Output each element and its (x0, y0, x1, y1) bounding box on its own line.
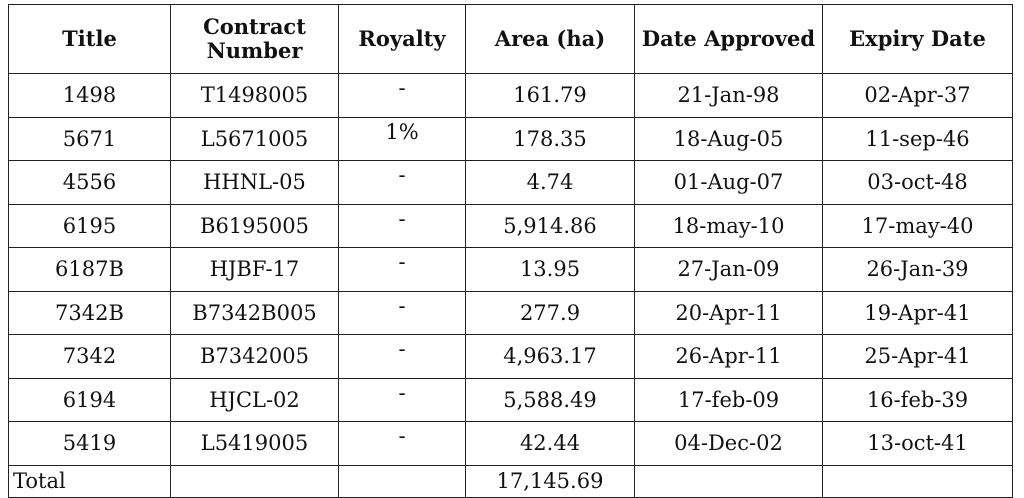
cell-area: 4.74 (465, 160, 635, 205)
total-expiry-date-empty (822, 464, 1013, 498)
cell-area: 5,914.86 (465, 203, 635, 248)
cell-title: 4556 (8, 160, 171, 205)
header-royalty: Royalty (338, 4, 466, 74)
table-header-row: Title Contract Number Royalty Area (ha) … (8, 4, 1013, 74)
cell-area: 277.9 (465, 290, 635, 335)
cell-royalty: - (338, 290, 466, 335)
cell-royalty: - (338, 203, 466, 248)
header-expiry-date: Expiry Date (822, 4, 1013, 74)
cell-royalty: - (338, 73, 466, 118)
cell-expiry-date: 03-oct-48 (822, 160, 1013, 205)
header-date-approved: Date Approved (634, 4, 823, 74)
cell-area: 42.44 (465, 421, 635, 466)
total-contract-number-empty (170, 464, 339, 498)
cell-expiry-date: 17-may-40 (822, 203, 1013, 248)
cell-date-approved: 18-Aug-05 (634, 116, 823, 161)
cell-royalty: - (338, 421, 466, 466)
cell-expiry-date: 02-Apr-37 (822, 73, 1013, 118)
cell-area: 178.35 (465, 116, 635, 161)
cell-area: 4,963.17 (465, 334, 635, 379)
cell-contract-number: HHNL-05 (170, 160, 339, 205)
cell-contract-number: HJBF-17 (170, 247, 339, 292)
cell-expiry-date: 19-Apr-41 (822, 290, 1013, 335)
total-royalty-empty (338, 464, 466, 498)
cell-contract-number: L5671005 (170, 116, 339, 161)
cell-contract-number: B7342005 (170, 334, 339, 379)
cell-date-approved: 26-Apr-11 (634, 334, 823, 379)
cell-contract-number: T1498005 (170, 73, 339, 118)
cell-date-approved: 18-may-10 (634, 203, 823, 248)
cell-area: 5,588.49 (465, 377, 635, 422)
header-area: Area (ha) (465, 4, 635, 74)
table-row: 5671 L5671005 1% 178.35 18-Aug-05 11-sep… (8, 116, 1013, 161)
cell-title: 7342 (8, 334, 171, 379)
header-title: Title (8, 4, 171, 74)
cell-date-approved: 20-Apr-11 (634, 290, 823, 335)
cell-date-approved: 21-Jan-98 (634, 73, 823, 118)
header-contract-number: Contract Number (170, 4, 339, 74)
total-date-approved-empty (634, 464, 823, 498)
cell-royalty: 1% (338, 116, 466, 161)
cell-contract-number: B6195005 (170, 203, 339, 248)
table-row: 7342B B7342B005 - 277.9 20-Apr-11 19-Apr… (8, 290, 1013, 335)
cell-contract-number: HJCL-02 (170, 377, 339, 422)
total-area: 17,145.69 (465, 464, 635, 498)
cell-expiry-date: 16-feb-39 (822, 377, 1013, 422)
cell-title: 7342B (8, 290, 171, 335)
total-label: Total (8, 464, 171, 498)
cell-expiry-date: 13-oct-41 (822, 421, 1013, 466)
cell-contract-number: B7342B005 (170, 290, 339, 335)
cell-expiry-date: 11-sep-46 (822, 116, 1013, 161)
cell-date-approved: 27-Jan-09 (634, 247, 823, 292)
cell-royalty: - (338, 247, 466, 292)
cell-title: 6195 (8, 203, 171, 248)
contracts-table: Title Contract Number Royalty Area (ha) … (8, 4, 1013, 498)
table-row: 6187B HJBF-17 - 13.95 27-Jan-09 26-Jan-3… (8, 247, 1013, 292)
cell-expiry-date: 26-Jan-39 (822, 247, 1013, 292)
cell-title: 5671 (8, 116, 171, 161)
cell-title: 5419 (8, 421, 171, 466)
cell-contract-number: L5419005 (170, 421, 339, 466)
table-row: 1498 T1498005 - 161.79 21-Jan-98 02-Apr-… (8, 73, 1013, 118)
table-row: 6195 B6195005 - 5,914.86 18-may-10 17-ma… (8, 203, 1013, 248)
table-row: 5419 L5419005 - 42.44 04-Dec-02 13-oct-4… (8, 421, 1013, 466)
table-row: 4556 HHNL-05 - 4.74 01-Aug-07 03-oct-48 (8, 160, 1013, 205)
table-row: 6194 HJCL-02 - 5,588.49 17-feb-09 16-feb… (8, 377, 1013, 422)
cell-title: 6194 (8, 377, 171, 422)
table-row: 7342 B7342005 - 4,963.17 26-Apr-11 25-Ap… (8, 334, 1013, 379)
cell-title: 6187B (8, 247, 171, 292)
cell-date-approved: 04-Dec-02 (634, 421, 823, 466)
cell-expiry-date: 25-Apr-41 (822, 334, 1013, 379)
cell-date-approved: 17-feb-09 (634, 377, 823, 422)
total-row: Total 17,145.69 (8, 464, 1013, 498)
cell-royalty: - (338, 334, 466, 379)
cell-title: 1498 (8, 73, 171, 118)
cell-royalty: - (338, 160, 466, 205)
cell-area: 13.95 (465, 247, 635, 292)
cell-area: 161.79 (465, 73, 635, 118)
cell-date-approved: 01-Aug-07 (634, 160, 823, 205)
cell-royalty: - (338, 377, 466, 422)
